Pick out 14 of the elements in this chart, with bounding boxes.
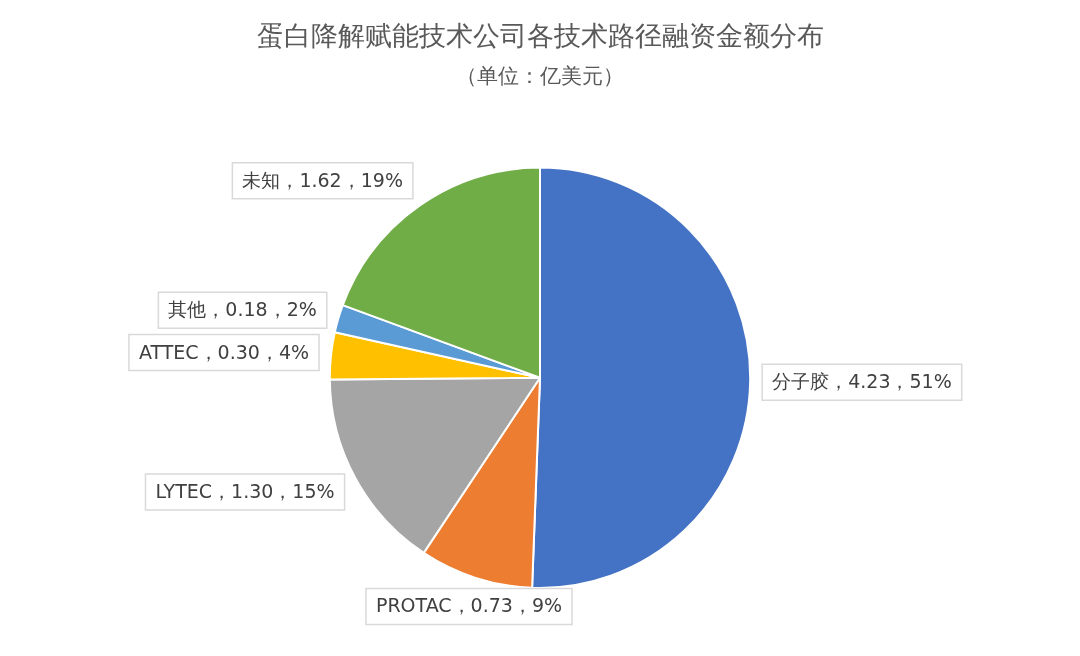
data-label: ，1.62，19% bbox=[280, 168, 403, 191]
chart-title: 蛋白降解赋能技术公司各技术路径融资金额分布 bbox=[256, 20, 824, 52]
chart-subtitle: （单位：亿美元） bbox=[456, 64, 624, 89]
data-label: ，1.30，15% bbox=[212, 480, 335, 503]
slice-label: ATTEC bbox=[138, 340, 199, 363]
slice-label: 其他 bbox=[168, 298, 207, 321]
data-label: ，4.23，51% bbox=[829, 370, 952, 393]
slice-label: LYTEC bbox=[155, 480, 213, 503]
data-label: ，0.30，4% bbox=[198, 340, 310, 363]
slice-label: PROTAC bbox=[375, 594, 452, 617]
slice-label: 分子胶 bbox=[772, 370, 830, 393]
slice-label: 未知 bbox=[242, 168, 281, 191]
data-label: ，0.18，2% bbox=[206, 298, 317, 321]
data-label: ，0.73，9% bbox=[451, 594, 563, 617]
